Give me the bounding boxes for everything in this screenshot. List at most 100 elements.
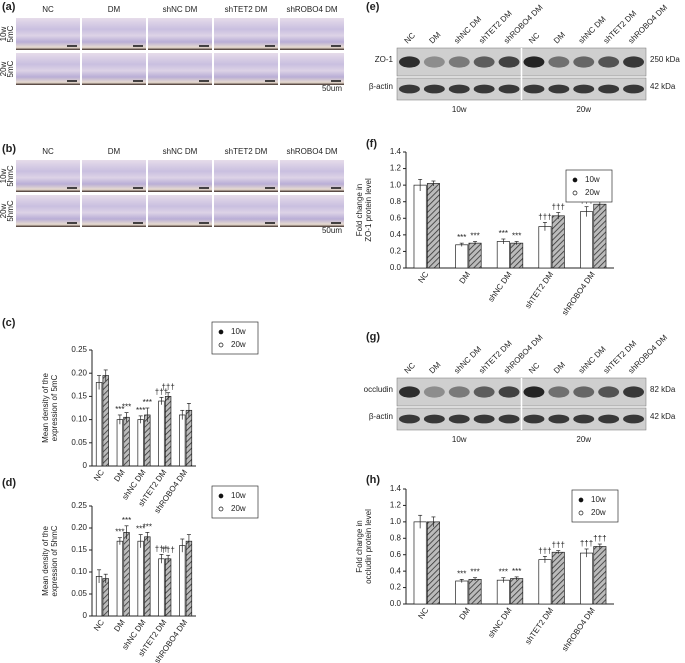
x-tick-label: shROBO4 DM (560, 606, 597, 653)
column-label: DM (108, 5, 121, 14)
legend-label: 20w (231, 340, 246, 349)
lane-label: NC (403, 361, 418, 376)
panel-label: (f) (366, 138, 377, 150)
significance-label: ††† (155, 544, 168, 553)
panel-label: (c) (2, 317, 16, 329)
significance-label: *** (470, 568, 479, 577)
bar (179, 545, 186, 617)
micrograph-tile (148, 18, 212, 50)
bar (144, 414, 151, 467)
row-name: ZO-1 (375, 55, 394, 64)
blot-band (498, 414, 520, 424)
y-tick-label: 0.0 (390, 263, 402, 272)
legend-label: 10w (591, 495, 606, 504)
blot-band (423, 414, 445, 424)
bar (510, 242, 524, 269)
legend-marker (218, 506, 224, 512)
column-label: shNC DM (163, 147, 198, 156)
legend-marker (572, 177, 578, 183)
bar (102, 375, 109, 467)
y-axis-title: expression of 5hmC (50, 525, 59, 596)
size-label: 250 kDa (650, 55, 680, 64)
blot-band (498, 386, 520, 398)
y-tick-label: 0.4 (390, 230, 402, 239)
row-label: 10w (0, 168, 8, 183)
row-label: 5mC (6, 25, 15, 42)
bar (137, 540, 144, 617)
bar (185, 409, 193, 467)
y-tick-label: 0.6 (390, 550, 402, 559)
bar (468, 242, 482, 269)
legend-box (211, 321, 259, 355)
y-tick-label: 1.4 (390, 484, 402, 493)
blot-band (573, 56, 595, 68)
x-tick-label: shTET2 DM (523, 606, 555, 646)
lane-label: NC (527, 361, 542, 376)
group-label: 10w (452, 105, 467, 114)
bar (179, 414, 186, 467)
legend-label: 10w (585, 175, 600, 184)
micrograph-tile (280, 160, 344, 192)
legend-label: 10w (231, 327, 246, 336)
row-label: 20w (0, 61, 8, 76)
significance-label: *** (499, 229, 508, 238)
micrograph-tile (16, 18, 80, 50)
bar (593, 546, 607, 605)
micrograph-tile (280, 195, 344, 227)
micrograph-tile (214, 160, 278, 192)
x-tick-label: NC (416, 606, 430, 621)
scale-bar-label: 50um (322, 226, 342, 235)
bar (123, 416, 130, 467)
blot-band (548, 84, 570, 94)
micrograph-tile (214, 53, 278, 85)
bar (538, 559, 552, 605)
significance-label: *** (136, 406, 145, 415)
x-tick-label: DM (112, 618, 127, 634)
size-label: 82 kDa (650, 385, 676, 394)
y-tick-label: 0.25 (71, 501, 87, 510)
group-label: 20w (576, 105, 591, 114)
y-axis-title: occludin protein level (364, 509, 373, 584)
column-label: shNC DM (163, 5, 198, 14)
blot-band (423, 386, 445, 398)
y-axis-title: Fold change in (355, 184, 364, 236)
blot-band (423, 84, 445, 94)
bar (158, 400, 165, 467)
blot-band (598, 386, 620, 398)
bar (413, 521, 427, 605)
significance-label: *** (143, 398, 152, 407)
panel-label: (g) (366, 331, 380, 343)
significance-label: *** (122, 403, 131, 412)
significance-label: ††† (552, 202, 565, 211)
blot-band (473, 84, 495, 94)
x-tick-label: DM (458, 606, 473, 622)
blot-band (623, 414, 645, 424)
y-tick-label: 1.0 (390, 180, 402, 189)
x-tick-label: shNC DM (486, 606, 513, 640)
bar (580, 552, 594, 605)
legend-box (211, 485, 259, 519)
y-axis-title: ZO-1 protein level (364, 178, 373, 242)
bar (413, 184, 427, 269)
bar (510, 578, 524, 605)
blot-band (448, 386, 470, 398)
significance-label: ††† (155, 387, 168, 396)
lane-label: DM (552, 30, 567, 45)
significance-label: ††† (161, 383, 174, 392)
blot-band (623, 386, 645, 398)
blot-band (523, 56, 545, 68)
significance-label: *** (143, 522, 152, 531)
blot-band (523, 84, 545, 94)
column-label: DM (108, 147, 121, 156)
bar (102, 578, 109, 617)
row-label: 20w (0, 203, 8, 218)
row-label: 5mC (6, 60, 15, 77)
blot-band (548, 56, 570, 68)
blot-band (598, 414, 620, 424)
row-label: 5hmC (6, 165, 15, 187)
blot-band (473, 56, 495, 68)
blot-band (498, 56, 520, 68)
blot-band (548, 414, 570, 424)
y-tick-label: 0.2 (390, 583, 402, 592)
